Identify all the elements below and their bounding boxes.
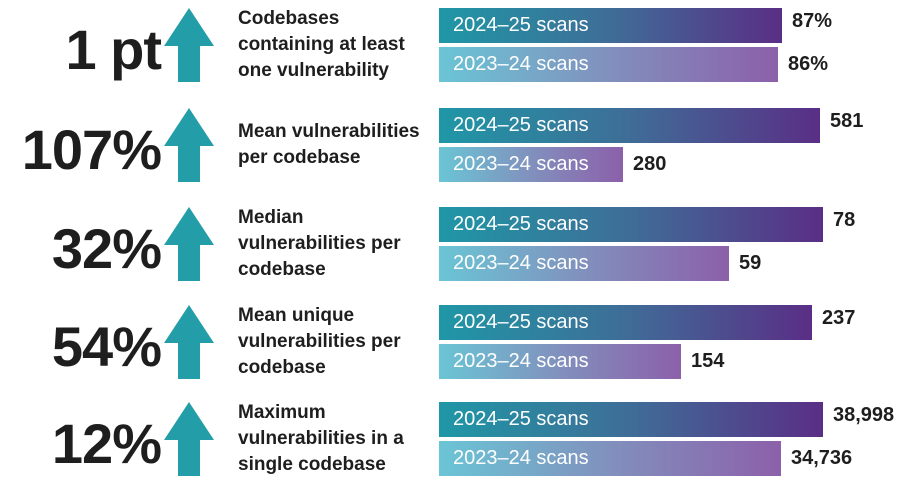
change-value: 54%: [51, 315, 162, 378]
data-label: 34,736: [791, 447, 853, 469]
metric-label: Mean vulnerabilities per codebase: [238, 121, 420, 168]
metric-row: 12% Maximum vulnerabilities in a single c…: [0, 394, 921, 493]
up-arrow-icon: [164, 305, 214, 379]
bar-series-label: 2024–25 scans: [453, 14, 589, 36]
metric-row: 1 pt Codebases containing at least one vu…: [0, 0, 921, 99]
bar-series-label: 2023–24 scans: [453, 447, 589, 469]
bar-2024-25: 2024–25 scans: [439, 8, 782, 43]
bar-2024-25: 2024–25 scans: [439, 108, 820, 143]
metric-row: 32% Median vulnerabilities per codebase 20…: [0, 199, 921, 298]
metric-label: Median vulnerabilities per codebase: [238, 207, 401, 280]
bar-series-label: 2023–24 scans: [453, 252, 589, 274]
change-value: 32%: [51, 217, 162, 280]
metric-label: Codebases containing at least one vulner…: [238, 8, 405, 81]
bar-2024-25: 2024–25 scans: [439, 305, 812, 340]
bar-2023-24: 2023–24 scans: [439, 344, 681, 379]
change-value: 1 pt: [65, 18, 162, 81]
data-label: 581: [830, 110, 864, 132]
bar-2024-25: 2024–25 scans: [439, 207, 823, 242]
bar-2023-24: 2023–24 scans: [439, 246, 729, 281]
metric-label: Maximum vulnerabilities in a single code…: [238, 402, 404, 475]
data-label: 87%: [792, 10, 833, 32]
up-arrow-icon: [164, 402, 214, 476]
bar-series-label: 2023–24 scans: [453, 153, 589, 175]
metric-row: 107% Mean vulnerabilities per codebase 202…: [0, 100, 921, 199]
data-label: 59: [739, 252, 762, 274]
bar-series-label: 2024–25 scans: [453, 213, 589, 235]
change-value: 107%: [21, 118, 162, 181]
data-label: 154: [691, 350, 725, 372]
data-label: 237: [822, 307, 856, 329]
bar-2023-24: 2023–24 scans: [439, 47, 778, 82]
data-label: 280: [633, 153, 667, 175]
metric-row: 54% Mean unique vulnerabilities per codeb…: [0, 297, 921, 396]
bar-2023-24: 2023–24 scans: [439, 441, 781, 476]
bar-series-label: 2024–25 scans: [453, 311, 589, 333]
up-arrow-icon: [164, 108, 214, 182]
data-label: 78: [833, 209, 856, 231]
up-arrow-icon: [164, 8, 214, 82]
up-arrow-icon: [164, 207, 214, 281]
bar-series-label: 2023–24 scans: [453, 350, 589, 372]
bar-2024-25: 2024–25 scans: [439, 402, 823, 437]
bar-series-label: 2024–25 scans: [453, 114, 589, 136]
metric-label: Mean unique vulnerabilities per codebase: [238, 305, 401, 378]
bar-series-label: 2024–25 scans: [453, 408, 589, 430]
bar-2023-24: 2023–24 scans: [439, 147, 623, 182]
change-value: 12%: [51, 412, 162, 475]
bar-series-label: 2023–24 scans: [453, 53, 589, 75]
data-label: 86%: [788, 53, 829, 75]
data-label: 38,998: [833, 404, 895, 426]
